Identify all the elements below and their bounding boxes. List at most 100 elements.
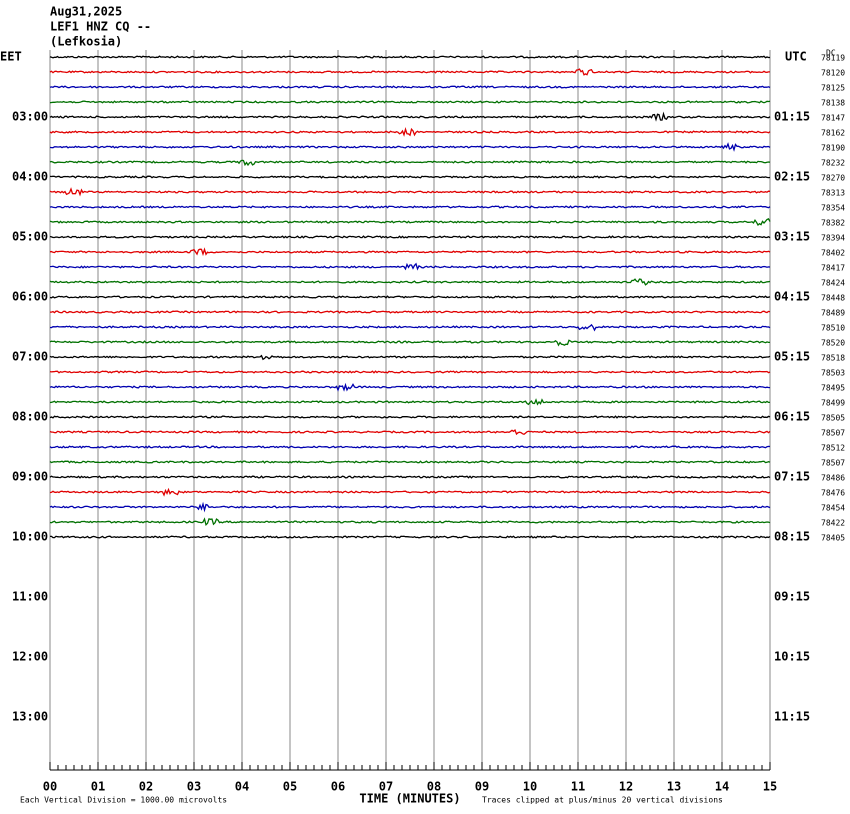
dc-value: 78499 [821,399,845,408]
x-tick-label: 04 [235,780,249,794]
dc-value: 78454 [821,504,845,513]
header-place: (Lefkosia) [50,35,122,49]
dc-value: 78489 [821,309,845,318]
trace [49,127,771,137]
trace [49,85,771,89]
dc-value: 78486 [821,474,845,483]
left-time: 13:00 [12,710,48,724]
left-time: 04:00 [12,170,48,184]
trace [49,262,771,271]
x-tick-label: 01 [91,780,105,794]
trace [49,445,771,449]
dc-value: 78503 [821,369,845,378]
dc-value: 78190 [821,144,845,153]
dc-value: 78507 [821,459,845,468]
right-time: 06:15 [774,410,810,424]
dc-value: 78382 [821,219,845,228]
left-time: 11:00 [12,590,48,604]
right-time: 05:15 [774,350,810,364]
dc-value: 78313 [821,189,845,198]
trace [49,429,771,436]
trace [49,295,771,299]
x-tick-label: 05 [283,780,297,794]
x-tick-label: 08 [427,780,441,794]
footer-right: Traces clipped at plus/minus 20 vertical… [482,796,723,805]
trace [49,460,771,464]
trace [49,278,771,286]
right-time: 11:15 [774,710,810,724]
right-time: 10:15 [774,650,810,664]
x-title: TIME (MINUTES) [359,792,460,806]
right-tz: UTC [785,50,807,64]
x-tick-label: 11 [571,780,585,794]
left-tz: EET [0,50,22,64]
right-time: 01:15 [774,110,810,124]
trace [49,382,771,392]
dc-value: 78402 [821,249,845,258]
dc-value: 78422 [821,519,845,528]
trace [49,501,771,513]
trace [49,475,771,479]
dc-value: 78162 [821,129,845,138]
x-tick-label: 09 [475,780,489,794]
dc-value: 78147 [821,114,845,123]
x-tick-label: 12 [619,780,633,794]
dc-label: DC [826,49,836,58]
left-time: 06:00 [12,290,48,304]
left-time: 09:00 [12,470,48,484]
dc-value: 78417 [821,264,845,273]
dc-value: 78120 [821,69,845,78]
trace [49,323,771,332]
dc-value: 78510 [821,324,845,333]
header-date: Aug31,2025 [50,5,122,19]
header-station: LEF1 HNZ CQ -- [50,20,151,34]
dc-value: 78448 [821,294,845,303]
trace [49,339,770,347]
footer-left: Each Vertical Division = 1000.00 microvo… [20,796,227,805]
trace [49,175,771,179]
x-tick-label: 07 [379,780,393,794]
x-tick-label: 13 [667,780,681,794]
trace [49,354,771,361]
right-time: 04:15 [774,290,810,304]
trace [49,517,771,527]
dc-value: 78394 [821,234,845,243]
trace [49,111,771,122]
left-time: 10:00 [12,530,48,544]
dc-value: 78476 [821,489,845,498]
left-time: 12:00 [12,650,48,664]
dc-value: 78520 [821,339,845,348]
trace [50,310,771,314]
left-time: 05:00 [12,230,48,244]
trace [49,55,770,59]
x-tick-label: 03 [187,780,201,794]
trace [49,100,771,104]
trace [49,247,771,257]
dc-value: 78507 [821,429,845,438]
x-tick-label: 14 [715,780,729,794]
trace [49,398,770,406]
x-tick-label: 06 [331,780,345,794]
dc-value: 78138 [821,99,845,108]
dc-value: 78125 [821,84,845,93]
dc-value: 78119 [821,54,845,63]
right-time: 08:15 [774,530,810,544]
dc-value: 78505 [821,414,845,423]
left-time: 08:00 [12,410,48,424]
left-time: 07:00 [12,350,48,364]
trace [49,187,771,197]
dc-value: 78424 [821,279,845,288]
trace [49,370,771,374]
right-time: 09:15 [774,590,810,604]
dc-value: 78495 [821,384,845,393]
x-tick-label: 15 [763,780,777,794]
right-time: 03:15 [774,230,810,244]
trace [49,487,771,497]
trace [49,142,771,152]
trace [49,68,770,76]
trace [49,415,771,419]
dc-value: 78405 [821,534,845,543]
right-time: 02:15 [774,170,810,184]
dc-value: 78354 [821,204,845,213]
